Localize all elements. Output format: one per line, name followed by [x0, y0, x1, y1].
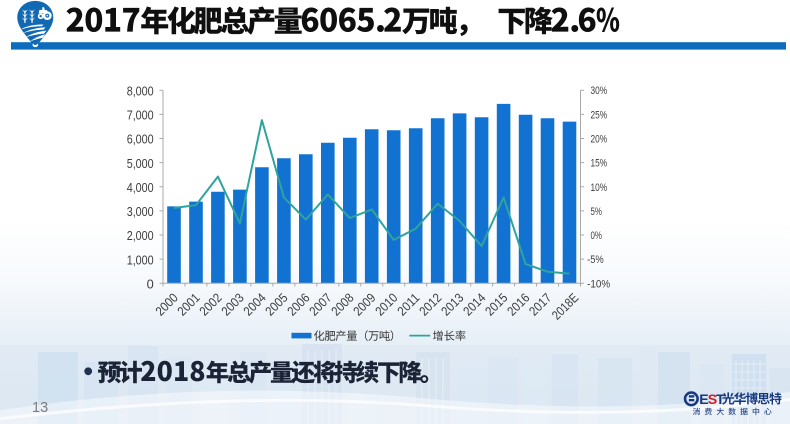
- svg-text:0%: 0%: [591, 230, 602, 242]
- svg-text:30%: 30%: [591, 85, 608, 97]
- svg-text:7,000: 7,000: [127, 108, 154, 123]
- svg-text:15%: 15%: [591, 158, 608, 170]
- svg-text:6,000: 6,000: [127, 132, 154, 147]
- svg-text:8,000: 8,000: [127, 83, 154, 98]
- svg-text:2,000: 2,000: [127, 228, 154, 243]
- svg-text:T: T: [716, 392, 725, 408]
- svg-text:3,000: 3,000: [127, 204, 154, 219]
- svg-text:-5%: -5%: [587, 254, 604, 266]
- svg-text:E: E: [699, 392, 708, 408]
- svg-text:S: S: [708, 392, 717, 408]
- svg-text:4,000: 4,000: [127, 180, 154, 195]
- svg-text:-10%: -10%: [587, 278, 610, 290]
- svg-text:5,000: 5,000: [127, 156, 154, 171]
- svg-text:10%: 10%: [591, 182, 608, 194]
- svg-text:1,000: 1,000: [127, 252, 154, 267]
- svg-text:25%: 25%: [591, 109, 608, 121]
- svg-text:5%: 5%: [591, 206, 602, 218]
- svg-text:0: 0: [147, 277, 154, 292]
- svg-text:20%: 20%: [591, 134, 608, 146]
